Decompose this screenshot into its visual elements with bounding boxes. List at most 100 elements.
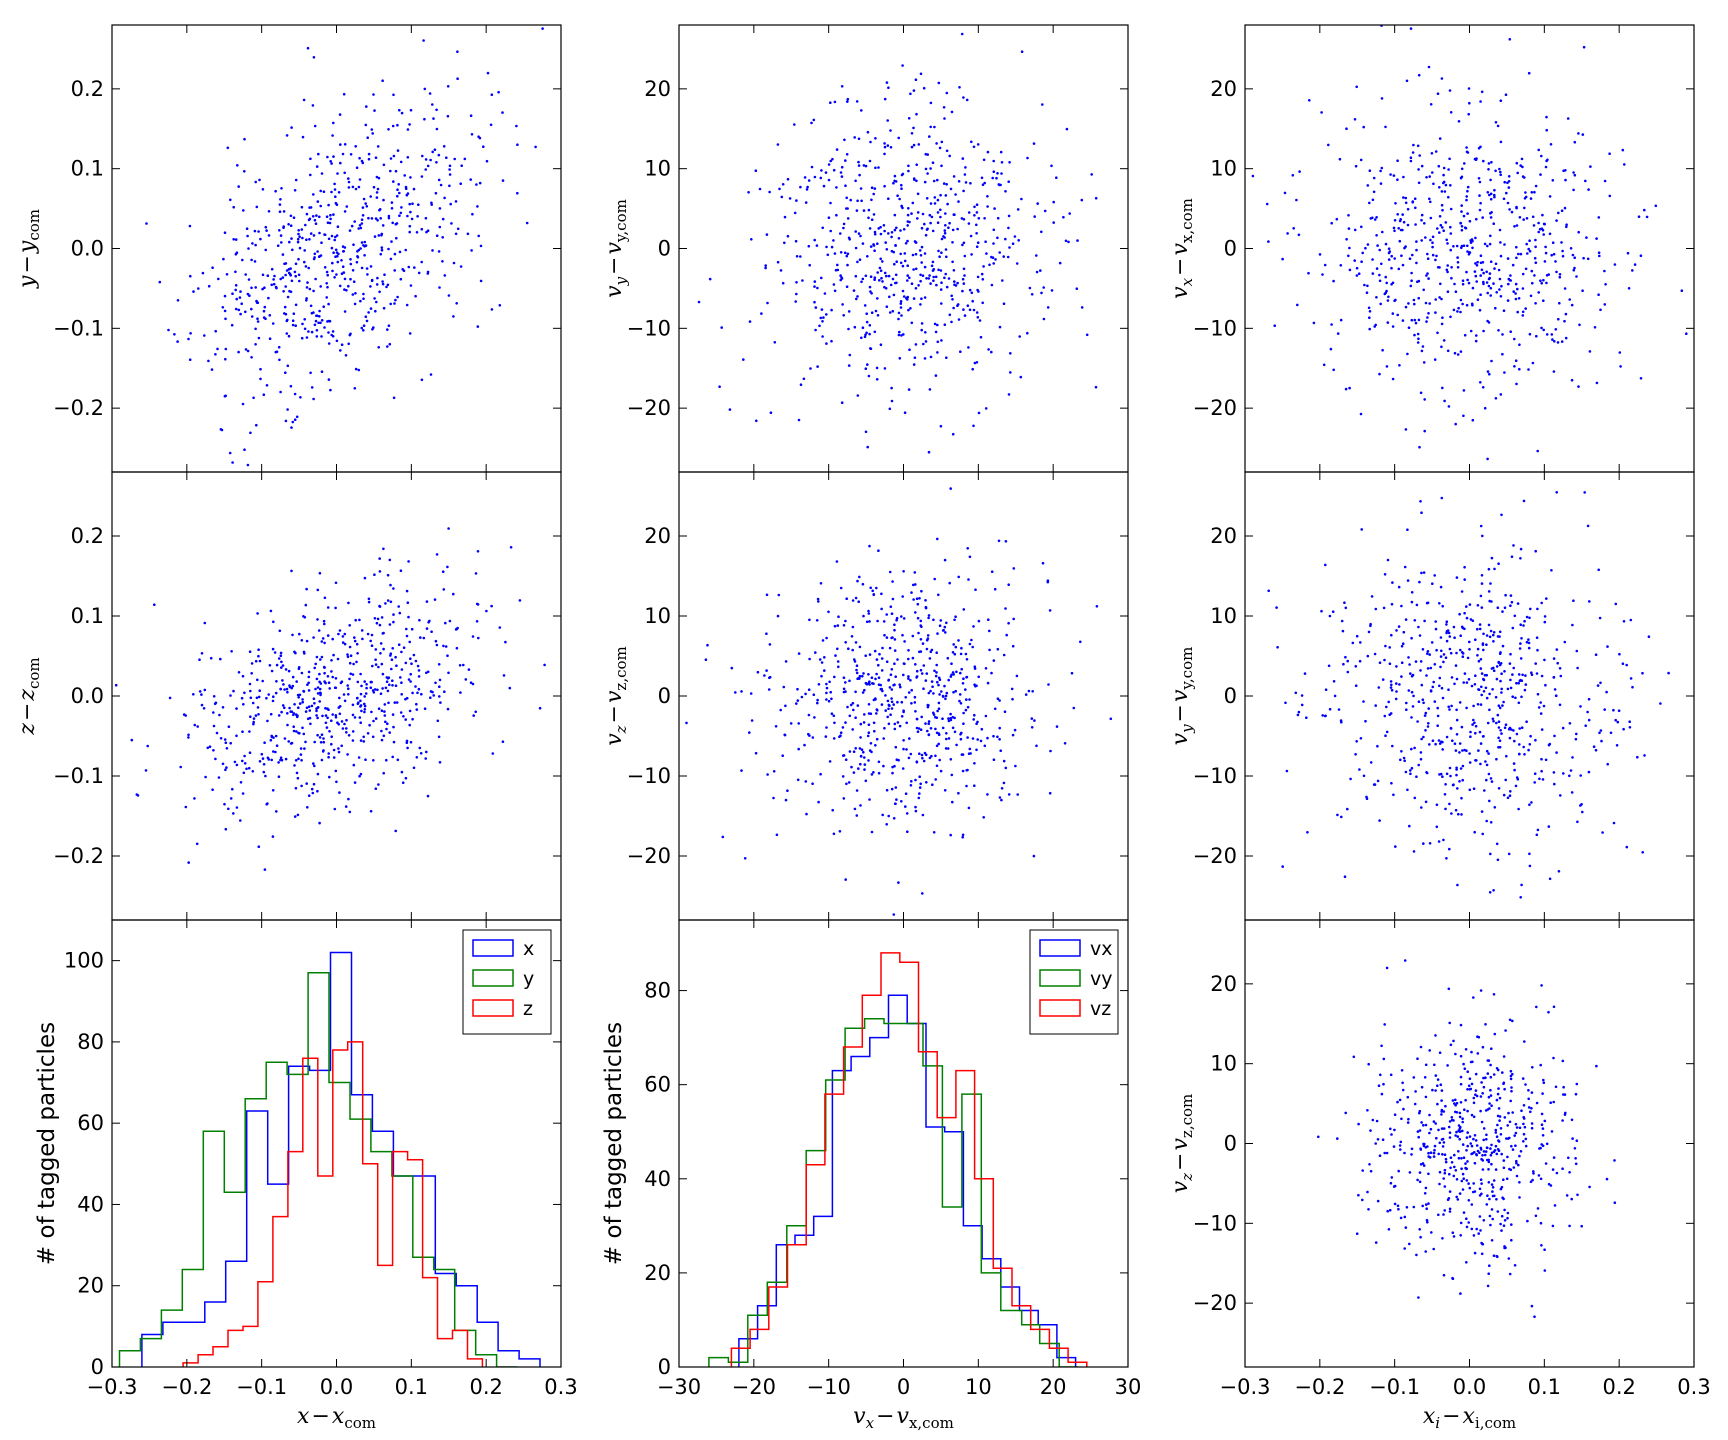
- scatter-point: [1425, 274, 1428, 277]
- scatter-point: [885, 81, 889, 84]
- scatter-point: [1514, 784, 1518, 788]
- scatter-point: [343, 699, 347, 703]
- scatter-point: [316, 789, 319, 793]
- scatter-point: [832, 283, 836, 286]
- scatter-point: [287, 268, 291, 271]
- scatter-point: [334, 235, 337, 239]
- scatter-point: [1354, 665, 1358, 668]
- scatter-point: [1449, 315, 1452, 319]
- scatter-point: [899, 252, 902, 256]
- scatter-point: [381, 79, 384, 82]
- scatter-point: [873, 649, 877, 653]
- scatter-point: [1497, 1107, 1501, 1110]
- scatter-point: [1518, 343, 1521, 347]
- scatter-point: [317, 321, 320, 325]
- scatter-point: [309, 722, 312, 726]
- scatter-point: [1407, 656, 1410, 659]
- scatter-point: [856, 579, 859, 583]
- scatter-point: [1425, 674, 1428, 677]
- scatter-point: [1428, 1156, 1432, 1159]
- scatter-point: [341, 641, 345, 644]
- scatter-point: [1449, 1043, 1453, 1047]
- scatter-point: [817, 600, 820, 603]
- scatter-point: [971, 645, 974, 649]
- scatter-point: [1460, 225, 1464, 228]
- scatter-point: [446, 707, 450, 711]
- scatter-point: [1563, 319, 1566, 323]
- scatter-point: [1484, 1076, 1487, 1079]
- scatter-point: [1512, 729, 1515, 732]
- scatter-point: [832, 168, 836, 172]
- scatter-point: [1353, 228, 1357, 232]
- scatter-point: [1447, 705, 1450, 709]
- scatter-point: [1456, 310, 1459, 313]
- scatter-point: [1474, 236, 1477, 240]
- scatter-point: [875, 672, 878, 676]
- scatter-point: [1079, 640, 1082, 644]
- scatter-point: [1595, 381, 1599, 385]
- scatter-point: [1448, 647, 1452, 651]
- scatter-point: [367, 216, 370, 220]
- scatter-point: [934, 275, 938, 279]
- scatter-point: [257, 845, 261, 848]
- scatter-point: [326, 320, 329, 323]
- scatter-point: [1323, 263, 1327, 267]
- scatter-point: [238, 296, 242, 299]
- scatter-point: [1575, 275, 1578, 278]
- scatter-point: [1443, 1168, 1447, 1172]
- scatter-point: [1480, 1252, 1484, 1256]
- scatter-point: [937, 249, 940, 253]
- scatter-point: [869, 245, 873, 248]
- scatter-point: [856, 394, 860, 397]
- scatter-point: [988, 629, 991, 633]
- scatter-point: [423, 87, 427, 91]
- scatter-point: [364, 202, 368, 205]
- scatter-point: [1300, 703, 1304, 707]
- scatter-point: [320, 758, 324, 762]
- scatter-point: [1423, 1076, 1427, 1079]
- scatter-point: [1497, 329, 1500, 332]
- scatter-point: [1486, 1108, 1490, 1111]
- scatter-point: [318, 691, 322, 695]
- scatter-point: [323, 622, 326, 626]
- scatter-point: [1486, 1059, 1490, 1062]
- scatter-point: [235, 707, 238, 710]
- scatter-point: [880, 687, 883, 691]
- scatter-point: [1417, 318, 1421, 322]
- scatter-point: [1469, 1087, 1473, 1091]
- scatter-point: [881, 689, 884, 693]
- scatter-point: [380, 709, 384, 712]
- scatter-point: [782, 685, 786, 689]
- scatter-point: [423, 117, 426, 121]
- scatter-point: [1497, 268, 1501, 272]
- scatter-point: [1369, 1129, 1372, 1132]
- scatter-point: [1312, 321, 1316, 325]
- scatter-point: [1489, 582, 1492, 585]
- scatter-point: [954, 193, 957, 196]
- scatter-point: [1406, 223, 1410, 227]
- scatter-point: [1396, 159, 1399, 162]
- scatter-point: [348, 229, 352, 232]
- scatter-point: [1425, 771, 1428, 774]
- scatter-point: [866, 254, 869, 258]
- scatter-point: [1387, 295, 1390, 299]
- scatter-point: [1515, 382, 1518, 386]
- scatter-point: [1445, 623, 1448, 626]
- scatter-point: [1459, 1101, 1463, 1104]
- scatter-point: [1366, 1190, 1369, 1194]
- scatter-point: [1354, 164, 1358, 168]
- scatter-point: [943, 231, 947, 235]
- scatter-point: [404, 697, 407, 701]
- scatter-point: [1409, 27, 1413, 30]
- scatter-point: [338, 791, 341, 794]
- scatter-points: [1251, 25, 1688, 461]
- scatter-point: [859, 762, 862, 766]
- scatter-point: [924, 722, 927, 725]
- scatter-point: [312, 697, 316, 700]
- scatter-point: [833, 100, 837, 104]
- scatter-point: [372, 326, 375, 329]
- scatter-point: [914, 611, 917, 614]
- scatter-point: [1435, 825, 1439, 829]
- scatter-point: [1427, 312, 1430, 315]
